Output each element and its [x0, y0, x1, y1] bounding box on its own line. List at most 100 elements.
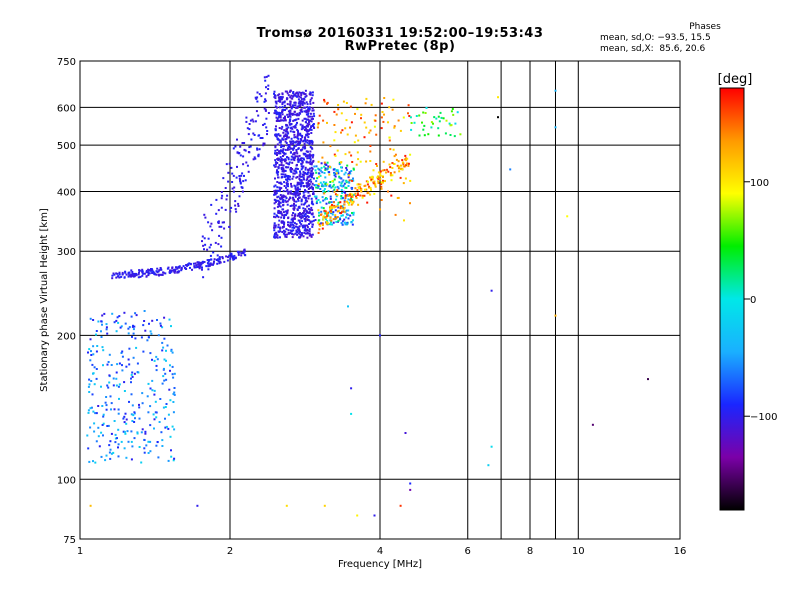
data-point: [318, 223, 321, 226]
data-point: [124, 271, 127, 274]
data-point: [283, 104, 286, 107]
data-point: [389, 148, 392, 151]
data-point: [329, 145, 332, 148]
data-point: [343, 206, 346, 209]
data-point: [374, 114, 377, 117]
data-point: [307, 124, 310, 127]
data-point: [109, 457, 112, 460]
data-point: [170, 449, 172, 452]
data-point: [401, 168, 404, 171]
data-point: [305, 118, 308, 121]
data-point: [379, 178, 382, 181]
data-point: [287, 147, 289, 150]
data-point: [352, 179, 355, 182]
data-point: [323, 172, 326, 174]
data-point: [276, 148, 279, 151]
data-point: [300, 94, 303, 96]
data-point: [304, 213, 307, 215]
data-point: [293, 200, 296, 203]
data-point: [284, 115, 286, 118]
data-point: [333, 188, 336, 191]
data-point: [87, 447, 90, 450]
data-point: [387, 170, 390, 173]
data-point: [118, 383, 121, 386]
data-point: [147, 268, 150, 271]
data-point: [291, 112, 294, 115]
data-point: [196, 504, 199, 507]
data-point: [303, 196, 306, 199]
data-point: [107, 424, 110, 427]
data-point: [279, 201, 282, 204]
data-point: [300, 198, 303, 201]
data-point: [376, 165, 378, 167]
data-point: [113, 273, 116, 276]
data-point: [264, 109, 267, 112]
data-point: [115, 377, 118, 380]
data-point: [333, 153, 336, 156]
data-point: [385, 171, 387, 174]
data-point: [423, 124, 426, 127]
data-point: [164, 272, 167, 275]
data-point: [296, 121, 298, 124]
data-point: [307, 171, 310, 174]
data-point: [207, 260, 210, 263]
data-point: [303, 158, 305, 161]
data-point: [171, 269, 174, 272]
data-point: [296, 112, 299, 115]
data-point: [170, 348, 173, 351]
data-point: [281, 96, 284, 99]
data-point: [220, 236, 223, 239]
data-point: [285, 197, 288, 200]
data-point: [334, 175, 337, 178]
data-point: [289, 197, 292, 200]
data-point: [258, 134, 261, 137]
data-point: [212, 263, 214, 266]
data-point: [449, 124, 452, 127]
data-point: [322, 141, 325, 144]
data-point: [293, 152, 296, 155]
data-point: [305, 101, 308, 104]
data-point: [301, 126, 304, 128]
data-point: [453, 135, 456, 138]
data-point: [210, 258, 213, 261]
data-point: [373, 514, 376, 517]
data-point: [355, 163, 358, 166]
data-point: [163, 379, 166, 382]
data-point: [206, 259, 209, 262]
data-point: [257, 114, 260, 117]
data-point: [166, 267, 169, 270]
data-point: [323, 192, 326, 195]
data-point: [238, 175, 241, 177]
data-point: [241, 251, 244, 254]
data-point: [310, 202, 313, 205]
data-point: [336, 169, 339, 172]
data-point: [289, 115, 292, 118]
data-point: [231, 181, 234, 183]
data-point: [316, 177, 319, 180]
data-point: [341, 214, 344, 217]
data-point: [133, 372, 136, 375]
y-tick-label: 750: [57, 57, 76, 68]
data-point: [297, 181, 300, 184]
data-point: [293, 169, 296, 172]
data-point: [241, 186, 244, 189]
data-point: [286, 135, 288, 138]
data-point: [647, 378, 649, 381]
data-point: [315, 186, 318, 189]
data-point: [165, 378, 168, 381]
data-point: [207, 268, 210, 271]
colorbar-tick-label: 0: [750, 295, 756, 306]
data-point: [344, 194, 347, 197]
data-point: [242, 252, 245, 255]
data-point: [288, 161, 291, 164]
data-point: [347, 213, 350, 216]
data-point: [326, 213, 329, 216]
data-point: [437, 134, 440, 137]
data-point: [345, 186, 348, 189]
data-point: [147, 411, 150, 414]
data-point: [487, 464, 490, 467]
data-point: [209, 254, 212, 257]
data-point: [312, 112, 315, 115]
data-point: [315, 171, 318, 174]
data-point: [245, 116, 248, 119]
